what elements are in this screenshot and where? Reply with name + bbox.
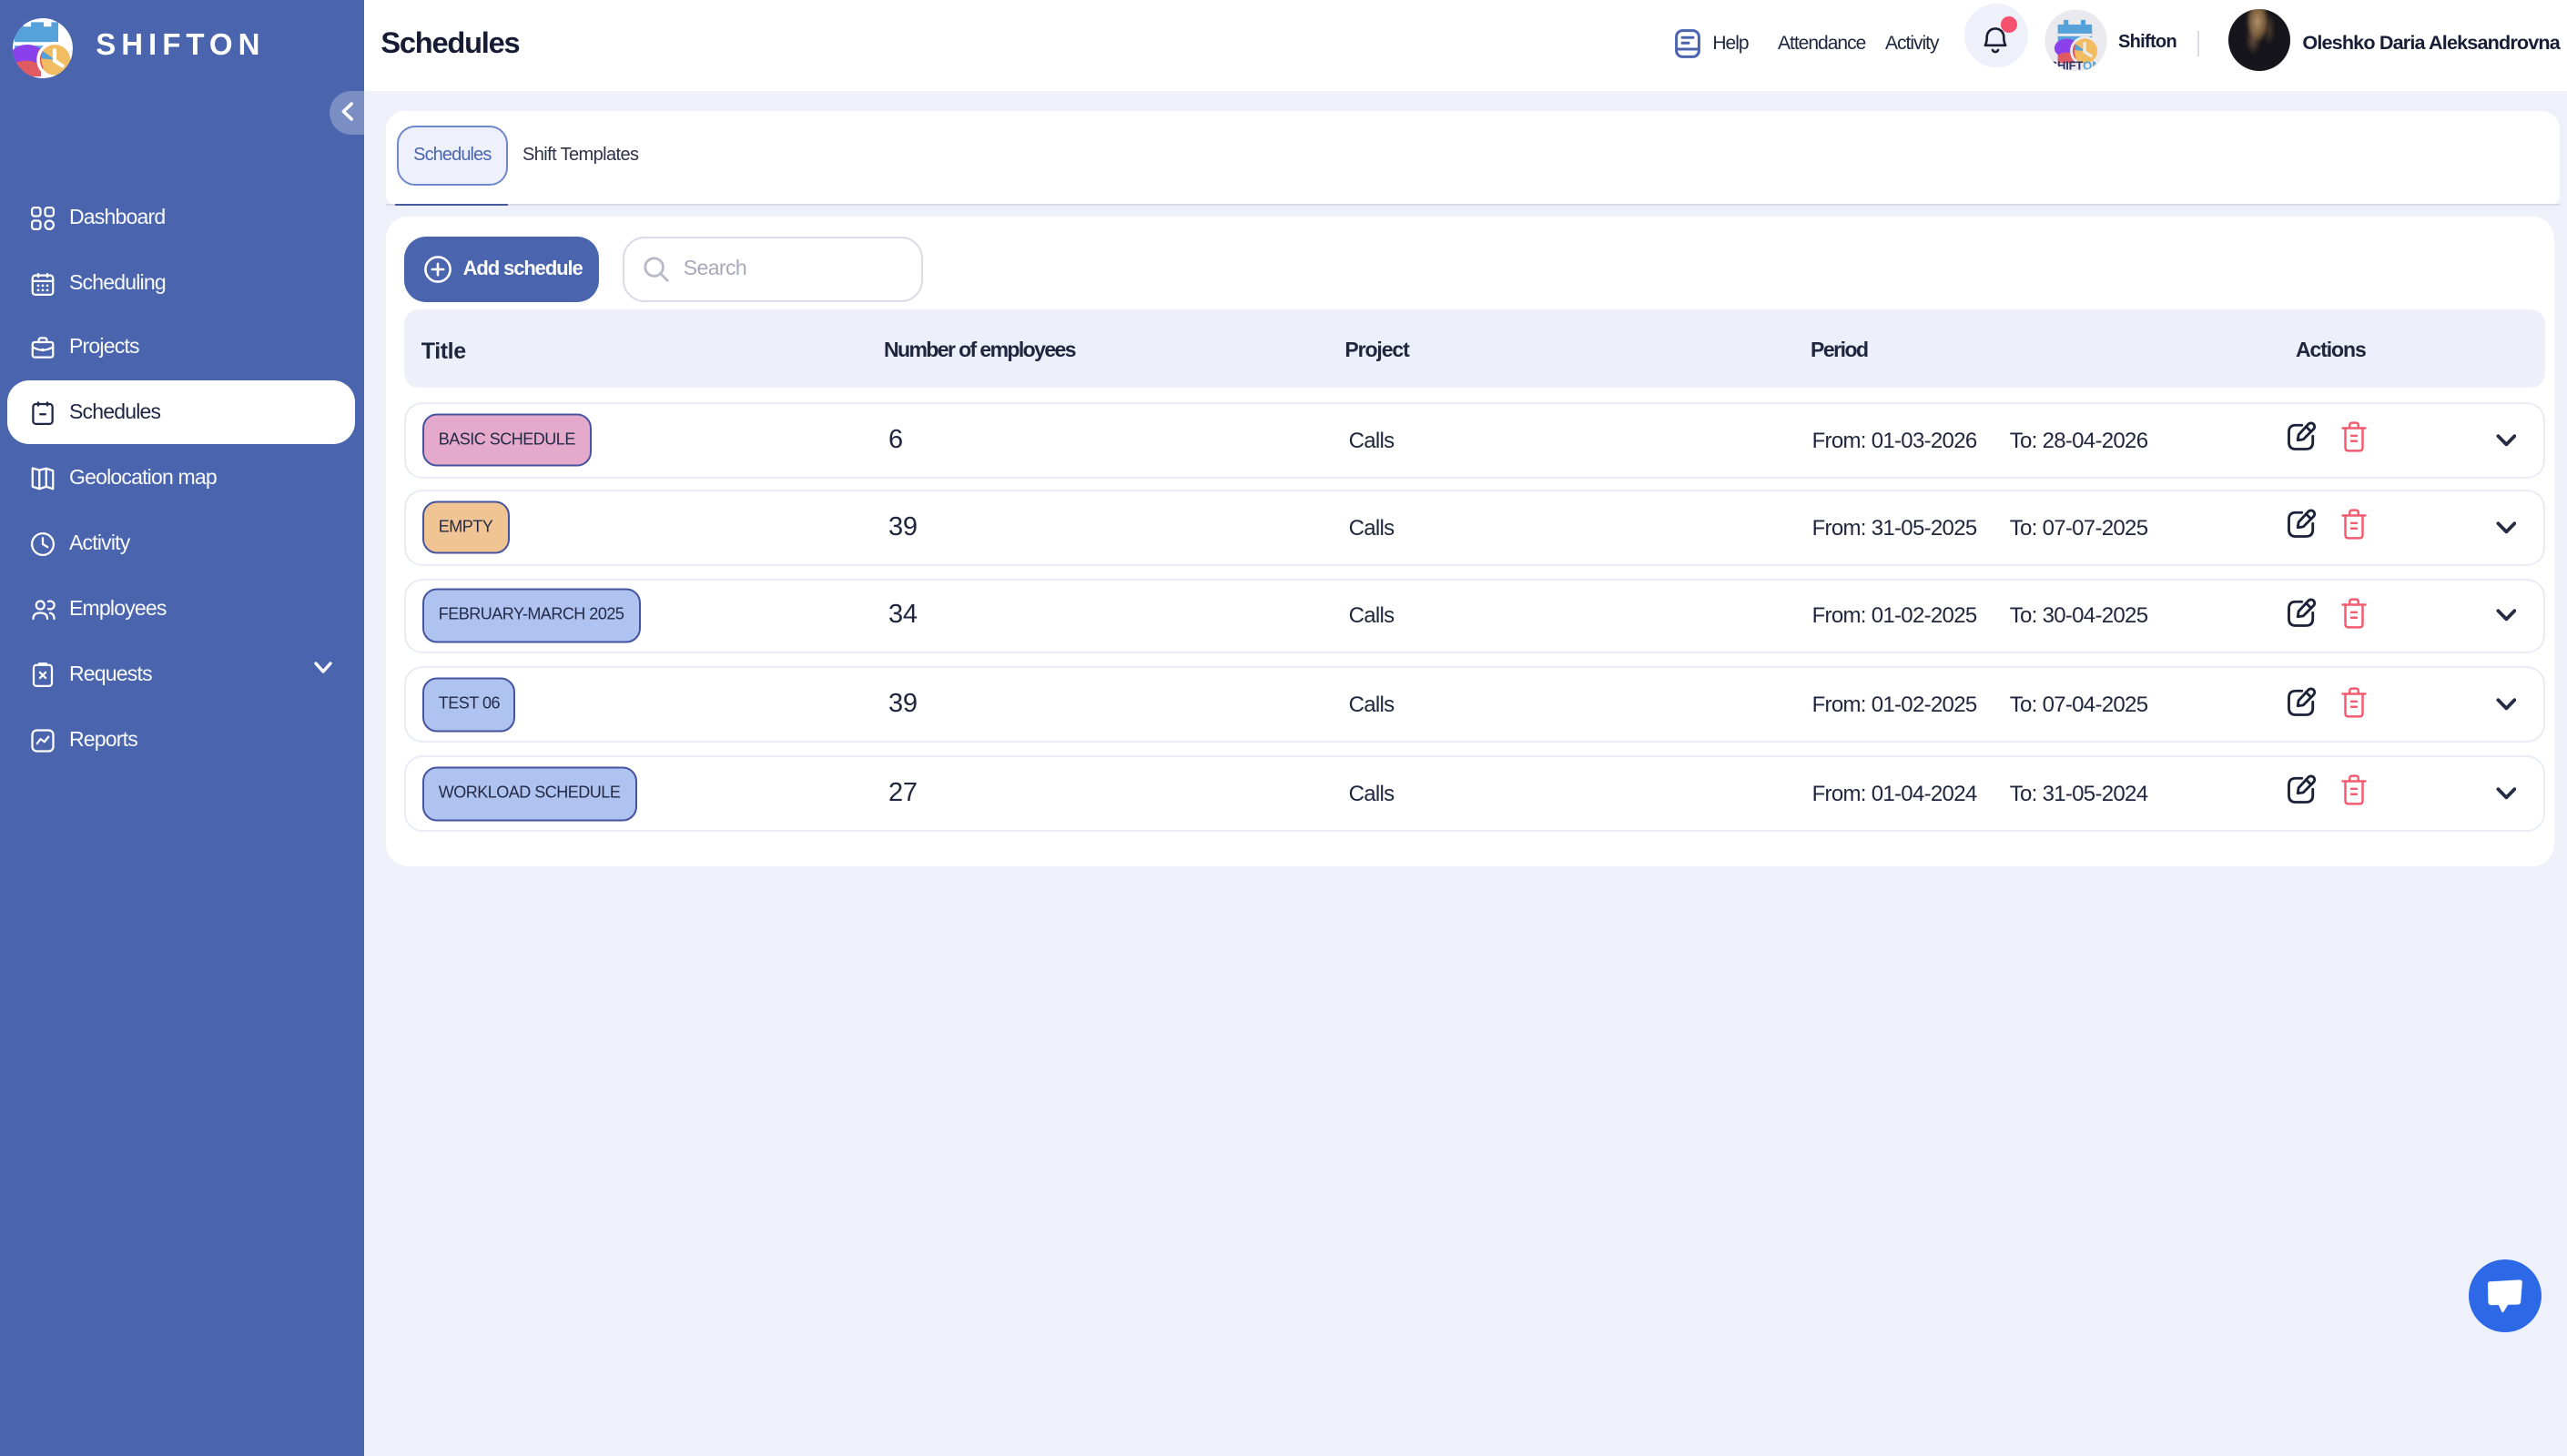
svg-text:SHIFTON: SHIFTON [2050,58,2101,72]
